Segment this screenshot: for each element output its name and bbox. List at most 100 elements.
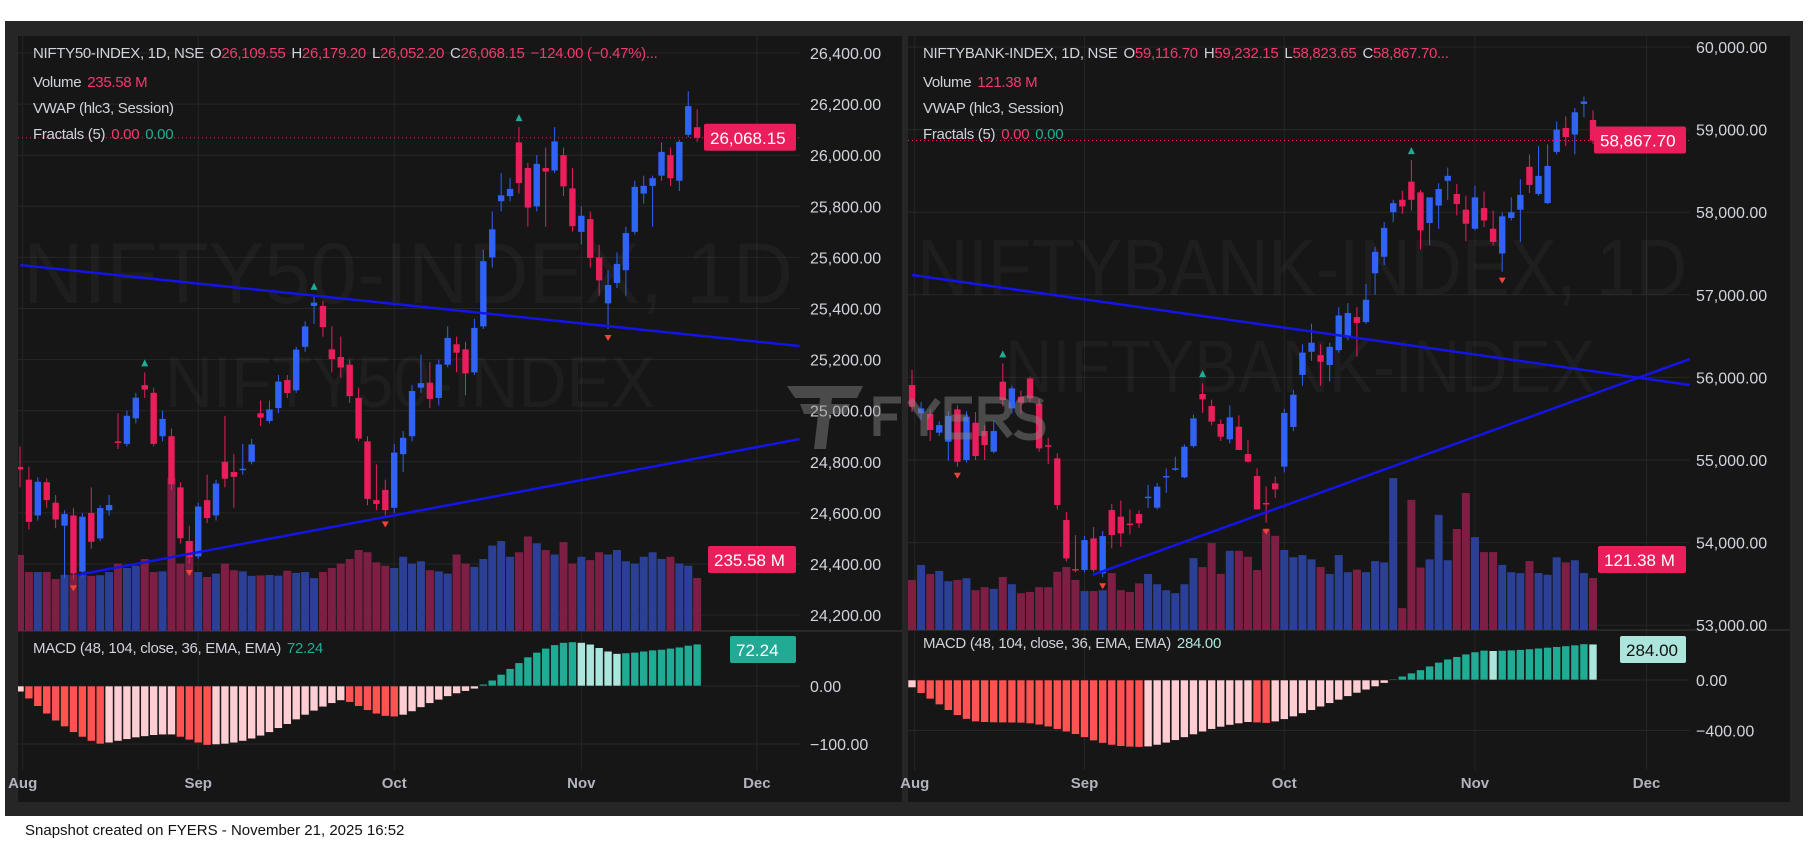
candle[interactable] <box>310 295 318 324</box>
candle[interactable] <box>1344 303 1352 341</box>
candle[interactable] <box>364 436 371 506</box>
candle[interactable] <box>1126 509 1134 535</box>
right-fractals-legend[interactable]: Fractals (5) 0.00 0.00 <box>923 126 1064 144</box>
candle[interactable] <box>1480 191 1488 228</box>
candle[interactable] <box>1462 195 1470 242</box>
trend-line[interactable] <box>76 437 800 577</box>
right-vwap-legend[interactable]: VWAP (hlc3, Session) <box>923 100 1064 118</box>
trend-line[interactable] <box>19 263 800 348</box>
candle[interactable] <box>17 446 24 488</box>
candle[interactable] <box>1163 468 1170 494</box>
candle[interactable] <box>159 410 166 442</box>
candle[interactable] <box>293 346 300 393</box>
candle[interactable] <box>649 175 656 227</box>
candle[interactable] <box>1026 376 1034 403</box>
candle[interactable] <box>1580 96 1588 118</box>
candle[interactable] <box>1181 444 1188 479</box>
candle[interactable] <box>301 321 309 352</box>
candle[interactable] <box>221 415 229 488</box>
candle[interactable] <box>96 505 104 542</box>
candle[interactable] <box>972 412 979 460</box>
candle[interactable] <box>141 372 148 398</box>
candle[interactable] <box>1326 342 1333 382</box>
candle[interactable] <box>132 392 140 424</box>
trend-line[interactable] <box>911 273 1690 387</box>
candle[interactable] <box>1144 484 1152 508</box>
candle[interactable] <box>391 443 398 513</box>
candle[interactable] <box>1562 116 1569 147</box>
candle[interactable] <box>230 454 238 508</box>
candle[interactable] <box>1135 510 1143 528</box>
candle[interactable] <box>1017 390 1025 414</box>
left-volume-legend[interactable]: Volume 235.58 M <box>33 74 148 92</box>
candle[interactable] <box>1371 246 1379 295</box>
candle[interactable] <box>631 180 638 235</box>
candle[interactable] <box>275 374 282 414</box>
candle[interactable] <box>1008 385 1016 414</box>
candle[interactable] <box>266 400 273 424</box>
left-symbol-legend[interactable]: NIFTY50-INDEX, 1D, NSE O26,109.55 H26,179.… <box>33 45 658 63</box>
candle[interactable] <box>990 420 997 454</box>
left-vwap-legend[interactable]: VWAP (hlc3, Session) <box>33 100 174 118</box>
candle[interactable] <box>1362 284 1370 324</box>
candle[interactable] <box>954 405 961 467</box>
candle[interactable] <box>1571 108 1579 155</box>
candle[interactable] <box>506 178 514 202</box>
candle[interactable] <box>1426 197 1433 246</box>
candle[interactable] <box>435 359 442 406</box>
candle[interactable] <box>1153 483 1161 510</box>
trend-line[interactable] <box>1092 357 1690 577</box>
candle[interactable] <box>926 408 934 442</box>
right-chart-panel[interactable] <box>908 36 1790 802</box>
candle[interactable] <box>569 167 576 232</box>
candle[interactable] <box>1244 440 1252 463</box>
candle[interactable] <box>1081 535 1088 573</box>
candle[interactable] <box>61 510 68 579</box>
candle[interactable] <box>551 127 558 174</box>
candle[interactable] <box>489 211 496 268</box>
candle[interactable] <box>1090 526 1097 573</box>
candle[interactable] <box>1335 307 1342 353</box>
candle[interactable] <box>560 147 567 197</box>
candle[interactable] <box>1508 197 1515 221</box>
candle[interactable] <box>1380 222 1388 266</box>
candle[interactable] <box>1199 383 1206 413</box>
candle[interactable] <box>1235 415 1243 451</box>
candle[interactable] <box>1253 468 1261 510</box>
candle[interactable] <box>1489 210 1497 246</box>
candle[interactable] <box>587 211 594 268</box>
candle[interactable] <box>1408 160 1415 211</box>
candle[interactable] <box>1353 307 1361 357</box>
candle[interactable] <box>1054 453 1061 510</box>
candle[interactable] <box>542 147 549 227</box>
candle[interactable] <box>70 507 77 580</box>
candle[interactable] <box>676 139 683 191</box>
candle[interactable] <box>355 387 362 442</box>
candle[interactable] <box>658 142 665 181</box>
candle[interactable] <box>1035 398 1043 452</box>
candle[interactable] <box>453 336 460 373</box>
candle[interactable] <box>79 512 86 577</box>
niftybank-chart[interactable]: NIFTYBANK-INDEX, 1DNIFTYBANK-INDEX60,000… <box>900 36 1790 792</box>
candle[interactable] <box>212 479 220 521</box>
candle[interactable] <box>1471 185 1479 231</box>
candle[interactable] <box>1453 184 1460 216</box>
candle[interactable] <box>999 363 1006 407</box>
candle[interactable] <box>328 326 336 373</box>
price-axis[interactable]: 26,400.00 26,200.00 26,000.00 25,800.00 25,6… <box>810 46 881 754</box>
candle[interactable] <box>248 438 255 465</box>
candle[interactable] <box>52 495 59 529</box>
candle[interactable] <box>1045 437 1052 465</box>
right-symbol-legend[interactable]: NIFTYBANK-INDEX, 1D, NSE O59,116.70 H59,23… <box>923 45 1449 63</box>
candle[interactable] <box>1272 476 1279 498</box>
candle[interactable] <box>444 326 451 368</box>
candle[interactable] <box>1099 531 1106 578</box>
candle[interactable] <box>346 359 353 404</box>
candle[interactable] <box>981 425 988 460</box>
candle[interactable] <box>239 443 246 475</box>
candle[interactable] <box>471 318 478 375</box>
candle[interactable] <box>1308 323 1315 361</box>
candle[interactable] <box>945 411 952 461</box>
candle[interactable] <box>1208 399 1215 426</box>
